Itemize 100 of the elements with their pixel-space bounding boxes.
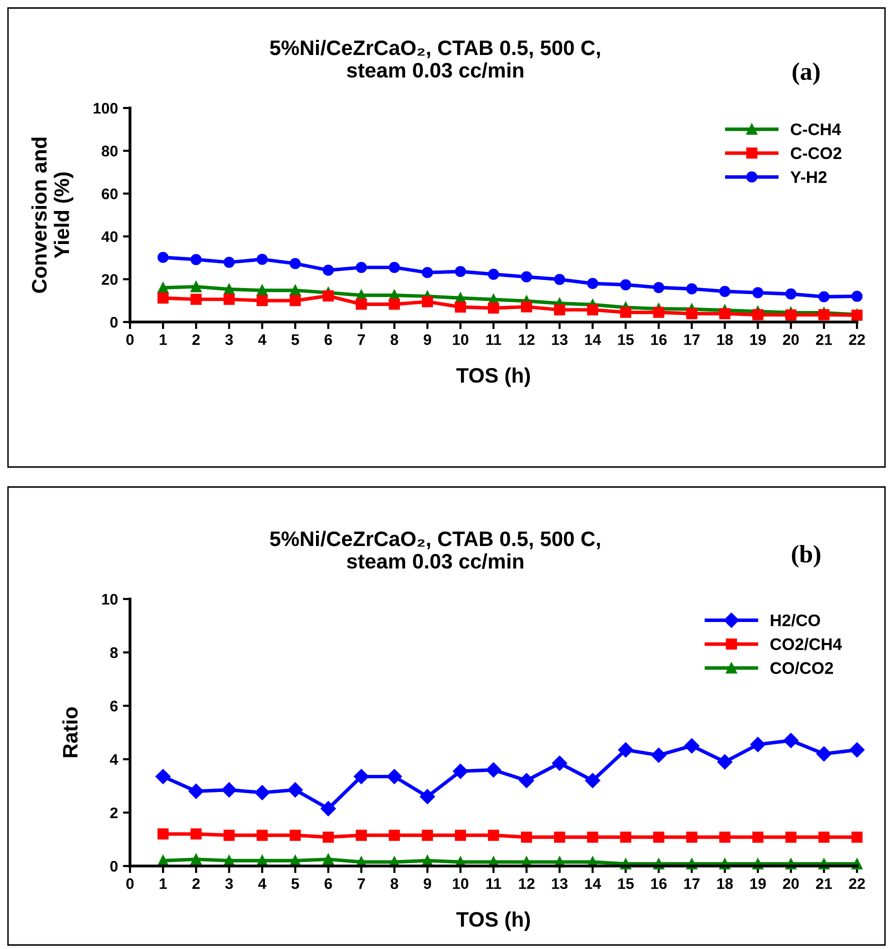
y-tick-label: 4	[110, 754, 118, 765]
y-axis-title: Conversion and Yield (%)	[31, 138, 74, 293]
x-tick-label: 22	[849, 878, 865, 889]
point	[686, 283, 698, 294]
point	[188, 784, 204, 799]
point	[520, 271, 532, 282]
point	[816, 746, 832, 762]
x-tick-label: 16	[651, 878, 667, 890]
point	[686, 308, 698, 320]
point	[452, 764, 468, 779]
point	[818, 309, 830, 320]
y-tick-label: 10	[102, 594, 118, 605]
point	[717, 754, 732, 770]
y-tick-label: 100	[94, 102, 118, 114]
x-tick-label: 10	[452, 878, 468, 890]
x-tick-label: 10	[452, 334, 468, 346]
x-tick-label: 2	[192, 878, 200, 889]
point	[783, 732, 798, 748]
legend-label: C-CO2	[790, 147, 842, 160]
point	[686, 832, 698, 843]
x-tick-label: 8	[390, 334, 398, 346]
point	[157, 292, 169, 304]
point	[554, 832, 566, 843]
point	[849, 742, 865, 758]
x-tick-label: 7	[358, 334, 365, 345]
x-axis-title: TOS (h)	[456, 367, 530, 387]
point	[520, 301, 532, 312]
point	[454, 301, 466, 313]
point	[290, 258, 301, 270]
point	[785, 309, 796, 320]
text: (b)	[792, 544, 820, 568]
point	[190, 281, 202, 292]
x-tick-label: 16	[651, 334, 667, 346]
point	[785, 288, 796, 300]
y-tick-label: 0	[110, 316, 118, 328]
point	[388, 262, 400, 273]
legend-label: Y-H2	[790, 171, 827, 183]
x-tick-label: 11	[486, 878, 502, 889]
point	[554, 304, 566, 316]
x-tick-label: 11	[486, 334, 502, 345]
x-tick-label: 21	[816, 334, 832, 345]
x-tick-label: 18	[717, 878, 733, 890]
y-tick-label: 6	[110, 700, 118, 712]
point	[719, 286, 730, 297]
point	[322, 264, 334, 276]
y-axis-title: Ratio	[62, 707, 78, 758]
point	[587, 832, 598, 843]
x-tick-label: 14	[585, 334, 602, 345]
x-tick-label: 3	[225, 334, 233, 346]
point	[587, 278, 598, 290]
x-axis-title: TOS (h)	[456, 911, 530, 931]
point	[190, 828, 202, 840]
y-tick-label: 80	[102, 146, 118, 156]
y-tick-label: 40	[101, 231, 118, 242]
point	[585, 772, 600, 788]
x-tick-label: 9	[424, 878, 432, 890]
point	[752, 287, 764, 298]
y-tick-label: 8	[110, 647, 118, 658]
x-tick-label: 12	[519, 334, 534, 345]
point	[320, 801, 336, 816]
point	[290, 295, 301, 306]
x-tick-label: 21	[816, 878, 832, 889]
x-tick-label: 9	[424, 334, 432, 346]
x-tick-label: 4	[258, 878, 266, 889]
x-tick-label: 6	[324, 878, 332, 890]
y-tick-label: 20	[102, 274, 118, 285]
point	[518, 772, 534, 788]
x-tick-label: 12	[519, 878, 534, 889]
point	[554, 274, 566, 285]
point	[653, 282, 664, 294]
x-tick-label: 0	[126, 878, 134, 890]
point	[488, 302, 500, 314]
point	[256, 295, 268, 306]
legend-label: CO/CO2	[770, 662, 833, 674]
point	[290, 830, 301, 841]
legend-label: H2/CO	[770, 614, 820, 626]
point	[157, 828, 169, 840]
point	[552, 756, 568, 771]
point	[422, 830, 433, 841]
point	[190, 294, 202, 305]
point	[488, 268, 500, 280]
point	[354, 768, 369, 784]
x-tick-label: 7	[358, 878, 365, 889]
point	[454, 830, 466, 841]
point	[651, 748, 666, 763]
text: (a)	[792, 62, 820, 86]
point	[420, 789, 435, 804]
x-tick-label: 13	[552, 334, 568, 346]
point	[322, 290, 334, 302]
point	[851, 290, 863, 302]
point	[322, 832, 334, 843]
x-tick-label: 17	[684, 878, 700, 889]
x-tick-label: 4	[258, 334, 266, 345]
point	[454, 266, 466, 278]
point	[256, 830, 268, 841]
point	[386, 768, 402, 784]
point	[254, 785, 270, 800]
point	[719, 308, 730, 320]
x-tick-label: 8	[390, 878, 398, 890]
y-tick-label: 0	[110, 860, 118, 872]
